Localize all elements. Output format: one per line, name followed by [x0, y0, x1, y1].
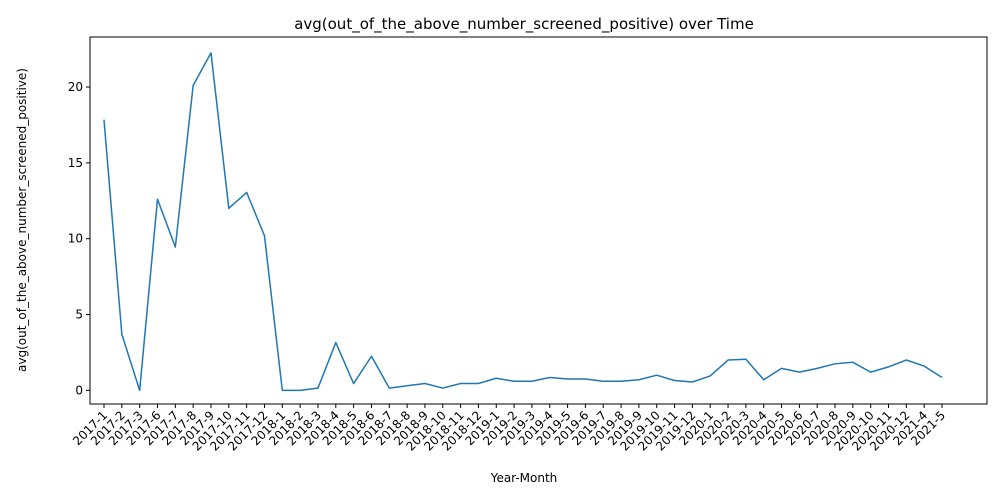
y-tick-label: 20: [68, 80, 83, 94]
y-tick-label: 15: [68, 156, 83, 170]
y-tick-label: 10: [68, 232, 83, 246]
y-tick-label: 0: [75, 383, 83, 397]
chart-title: avg(out_of_the_above_number_screened_pos…: [294, 15, 754, 34]
series-line: [103, 52, 943, 392]
y-axis-label: avg(out_of_the_above_number_screened_pos…: [15, 68, 29, 372]
x-axis-label: Year-Month: [490, 471, 558, 485]
y-tick-label: 5: [75, 308, 83, 322]
plot-area-frame: [89, 36, 988, 405]
y-axis: 0 5 10 15 20: [68, 80, 90, 397]
x-axis: 2017-12017-22017-32017-62017-72017-82017…: [70, 404, 948, 454]
